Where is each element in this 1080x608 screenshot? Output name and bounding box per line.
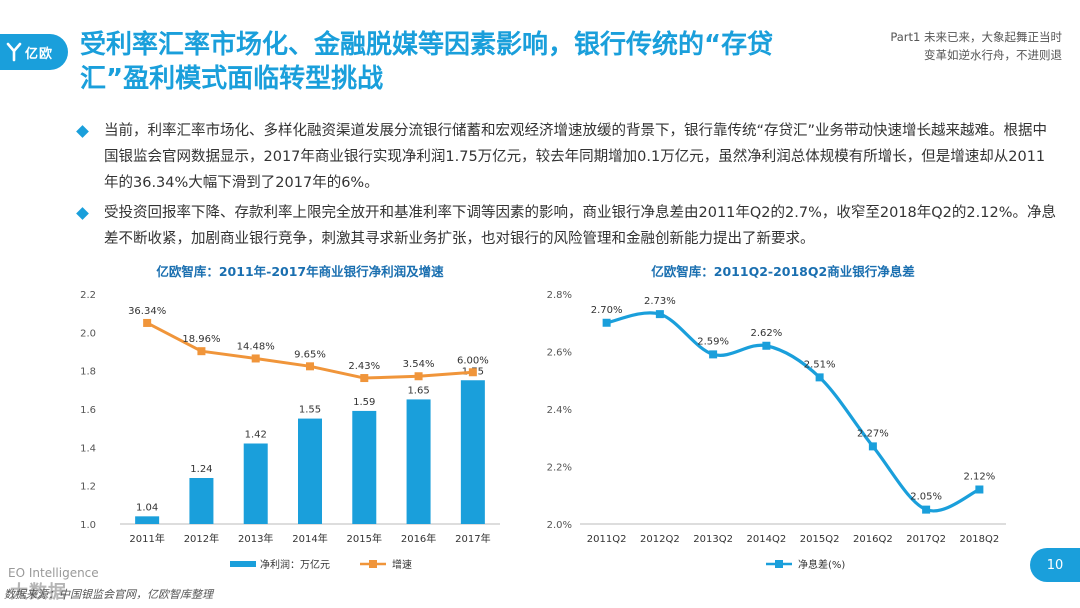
nim-value-label: 2.62%	[750, 328, 782, 339]
bar-value-label: 1.59	[353, 397, 375, 408]
x-tick-label: 2014Q2	[747, 534, 787, 545]
x-tick-label: 2015Q2	[800, 534, 840, 545]
y-tick-label: 2.0%	[547, 520, 572, 531]
bullet-item: 当前，利率汇率市场化、多样化融资渠道发展分流银行储蓄和宏观经济增速放缓的背景下，…	[76, 118, 1056, 196]
growth-point	[414, 372, 423, 381]
nim-value-label: 2.73%	[644, 296, 676, 307]
bar-value-label: 1.65	[407, 385, 429, 396]
logo-text: 亿欧	[25, 46, 54, 62]
diamond-bullet-icon	[76, 125, 89, 138]
bullet-item: 受投资回报率下降、存款利率上限完全放开和基准利率下调等因素的影响，商业银行净息差…	[76, 200, 1056, 252]
growth-point	[468, 368, 477, 377]
legend-bar-label: 净利润：万亿元	[260, 558, 330, 571]
x-tick-label: 2017Q2	[906, 534, 946, 545]
bar	[460, 380, 485, 524]
nim-line	[606, 311, 981, 513]
legend-line-label: 净息差(%)	[798, 558, 845, 571]
footer-brand-en: EO Intelligence	[8, 566, 99, 580]
nim-point	[975, 485, 984, 494]
growth-point	[306, 362, 314, 371]
part-note-line-2: 变革如逆水行舟，不进则退	[924, 48, 1062, 62]
nim-value-label: 2.27%	[857, 428, 889, 439]
x-tick-label: 2017年	[455, 532, 490, 545]
nim-value-label: 2.70%	[591, 305, 623, 316]
y-tick-label: 2.0	[80, 328, 96, 339]
bar	[352, 410, 377, 524]
bar-value-label: 1.04	[136, 502, 158, 513]
bar	[243, 443, 268, 524]
y-tick-label: 2.8%	[547, 290, 572, 301]
bar-value-label: 1.42	[245, 430, 267, 441]
legend-line-marker	[775, 560, 783, 568]
growth-value-label: 14.48%	[237, 341, 275, 352]
nim-point	[815, 373, 824, 382]
page-title: 受利率汇率市场化、金融脱媒等因素影响，银行传统的“存贷汇”盈利模式面临转型挑战	[80, 30, 774, 94]
y-tick-label: 1.8	[80, 367, 96, 378]
watermark: 大数据	[10, 582, 67, 603]
y-tick-label: 2.2	[80, 290, 96, 301]
part-note: Part1 未来已来，大象起舞正当时 变革如逆水行舟，不进则退	[852, 28, 1062, 64]
chart-title: 亿欧智库：2011年-2017年商业银行净利润及增速	[156, 264, 444, 279]
x-tick-label: 2011年	[129, 532, 164, 545]
x-tick-label: 2018Q2	[960, 534, 1000, 545]
net-profit-chart: 亿欧智库：2011年-2017年商业银行净利润及增速 1.0 1.2 1.4 1.6 1.…	[80, 264, 500, 571]
bar	[189, 478, 214, 524]
diamond-bullet-icon	[76, 207, 89, 220]
logo-y-icon	[6, 42, 22, 62]
y-tick-label: 1.4	[80, 443, 96, 454]
nim-point	[922, 505, 931, 514]
x-tick-label: 2013Q2	[693, 534, 733, 545]
x-tick-label: 2012年	[184, 532, 219, 545]
growth-point	[251, 354, 260, 363]
growth-value-label: 2.43%	[348, 361, 380, 372]
growth-value-label: 18.96%	[182, 334, 220, 345]
growth-point	[197, 347, 206, 356]
net-interest-margin-chart: 亿欧智库：2011Q2-2018Q2商业银行净息差 2.0% 2.2% 2.4% 2.6…	[547, 264, 1006, 571]
legend-line-marker	[369, 560, 377, 568]
nim-point	[762, 341, 771, 350]
growth-point	[360, 374, 369, 383]
x-tick-label: 2016年	[401, 532, 436, 545]
legend-line-label: 增速	[392, 558, 412, 571]
y-tick-label: 2.4%	[547, 405, 572, 416]
growth-value-label: 6.00%	[457, 355, 489, 366]
bar-value-label: 1.55	[299, 405, 321, 416]
nim-point	[655, 310, 664, 319]
page-number: 10	[1030, 548, 1080, 582]
nim-value-label: 2.12%	[963, 472, 995, 483]
y-tick-label: 1.2	[80, 482, 96, 493]
x-tick-label: 2012Q2	[640, 534, 680, 545]
nim-point	[868, 442, 877, 451]
part-note-line-1: Part1 未来已来，大象起舞正当时	[890, 30, 1062, 44]
x-tick-label: 2013年	[238, 532, 273, 545]
x-tick-label: 2014年	[292, 532, 327, 545]
x-tick-label: 2011Q2	[587, 534, 627, 545]
bullet-text: 当前，利率汇率市场化、多样化融资渠道发展分流银行储蓄和宏观经济增速放缓的背景下，…	[104, 123, 1048, 191]
bar	[406, 399, 431, 524]
nim-point	[709, 350, 718, 359]
growth-value-label: 3.54%	[403, 359, 435, 370]
growth-value-label: 36.34%	[128, 306, 166, 317]
bar	[298, 418, 322, 524]
nim-point	[602, 318, 611, 327]
chart-title: 亿欧智库：2011Q2-2018Q2商业银行净息差	[651, 264, 914, 279]
data-source: 数据来源：中国银监会官网，亿欧智库整理	[4, 588, 213, 601]
bullet-list: 当前，利率汇率市场化、多样化融资渠道发展分流银行储蓄和宏观经济增速放缓的背景下，…	[76, 118, 1056, 256]
growth-point	[143, 318, 152, 327]
nim-value-label: 2.51%	[804, 359, 836, 370]
bar-value-label: 1.24	[190, 464, 212, 475]
nim-value-label: 2.05%	[910, 492, 942, 503]
bar	[135, 516, 160, 524]
y-tick-label: 1.0	[80, 520, 96, 531]
y-tick-label: 1.6	[80, 405, 96, 416]
x-tick-label: 2016Q2	[853, 534, 893, 545]
bullet-text: 受投资回报率下降、存款利率上限完全放开和基准利率下调等因素的影响，商业银行净息差…	[104, 205, 1056, 247]
y-tick-label: 2.6%	[547, 348, 572, 359]
nim-value-label: 2.59%	[697, 336, 729, 347]
brand-logo: 亿欧	[0, 34, 68, 70]
x-tick-label: 2015年	[347, 532, 382, 545]
growth-value-label: 9.65%	[294, 349, 326, 360]
y-tick-label: 2.2%	[547, 463, 572, 474]
